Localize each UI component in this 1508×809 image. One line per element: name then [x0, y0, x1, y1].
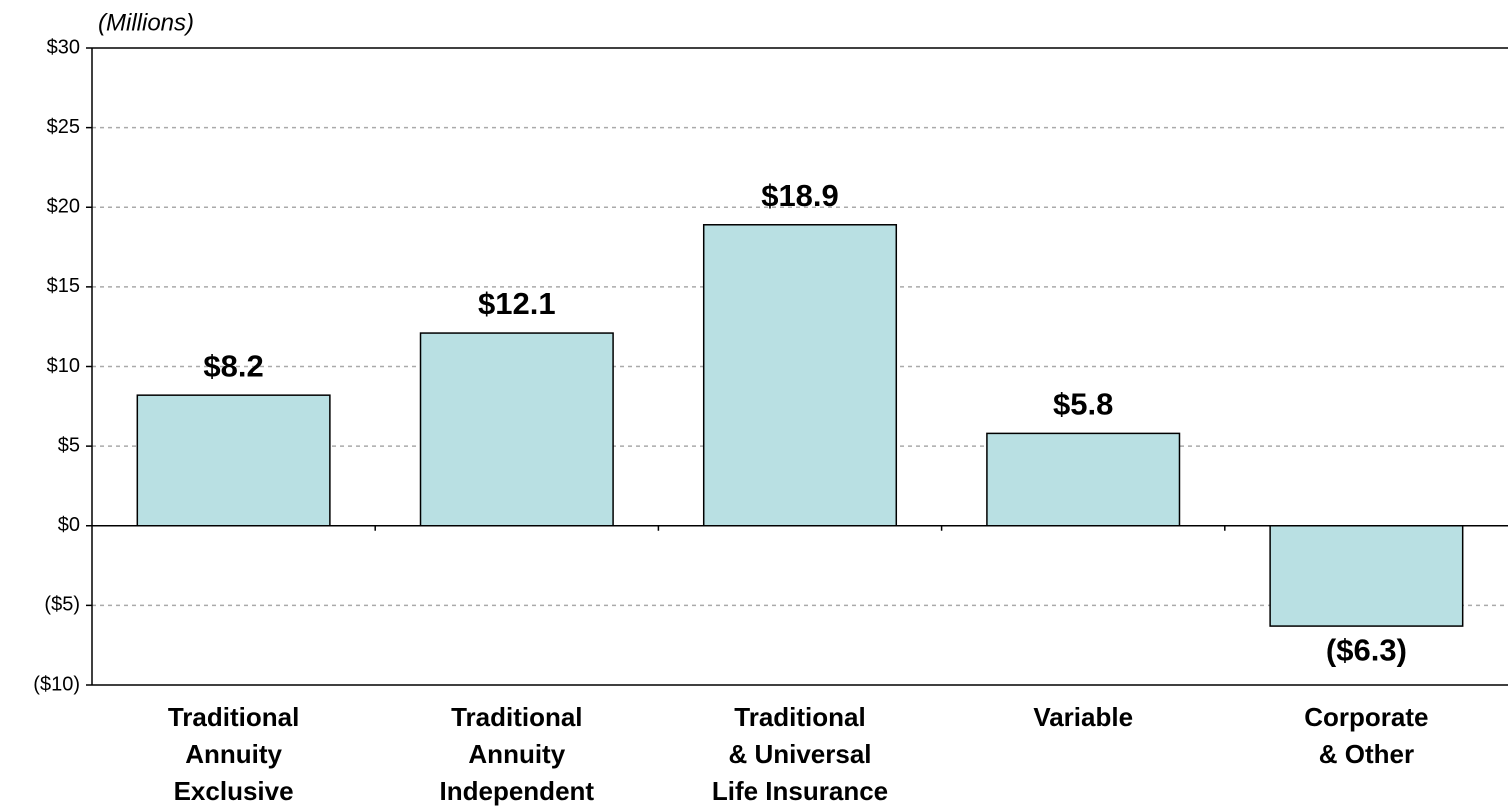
x-tick-label: Traditional & Universal Life Insurance: [711, 702, 889, 806]
y-tick-label: $0: [58, 514, 80, 536]
bar: [419, 332, 614, 527]
y-tick-label: $5: [58, 434, 80, 456]
y-tick-label: $30: [47, 36, 80, 58]
bar: [986, 432, 1181, 527]
value-label: $12.1: [478, 286, 556, 321]
value-label: ($6.3): [1326, 632, 1407, 667]
y-tick-label: $15: [47, 275, 80, 297]
y-axis-label: (Millions): [98, 9, 194, 36]
y-tick-label: $10: [47, 355, 80, 377]
value-label: $8.2: [203, 348, 263, 383]
bar: [702, 224, 898, 527]
y-tick-label: ($5): [44, 594, 80, 616]
bar: [1269, 525, 1464, 627]
x-tick-label: Traditional Annuity Exclusive: [167, 702, 300, 806]
x-tick-label: Variable: [1033, 702, 1134, 732]
y-tick-label: $20: [47, 196, 80, 218]
value-label: $5.8: [1053, 387, 1113, 422]
y-tick-label: ($10): [33, 673, 80, 695]
x-tick-label: Corporate & Other: [1304, 702, 1429, 769]
bar: [136, 394, 331, 527]
value-label: $18.9: [761, 178, 839, 213]
x-tick-label: Traditional Annuity Independent: [439, 702, 595, 806]
y-tick-label: $25: [47, 116, 80, 138]
